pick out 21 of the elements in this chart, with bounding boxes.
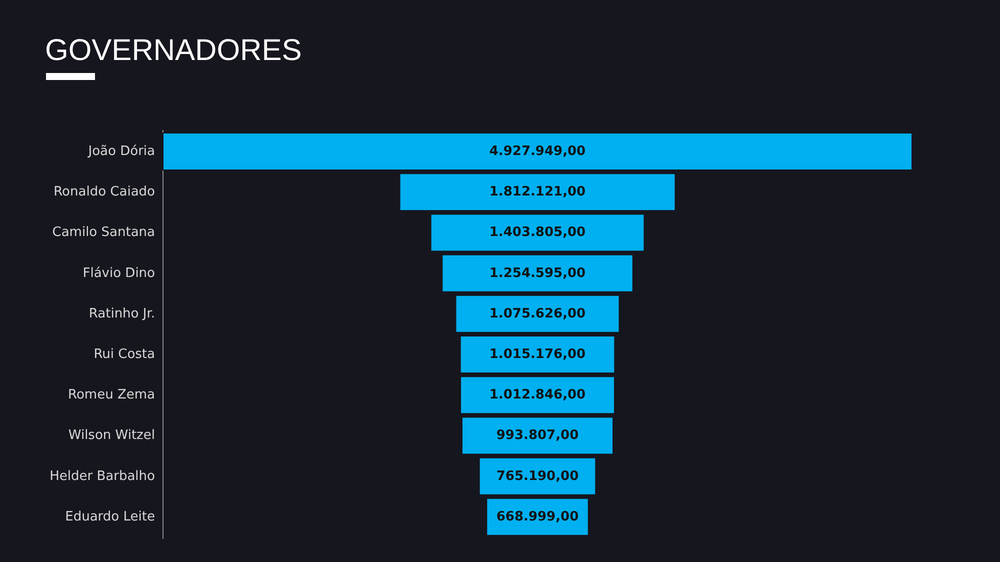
data-label: 1.012.846,00 — [489, 388, 586, 403]
category-label: João Dória — [87, 144, 155, 159]
data-label: 993.807,00 — [496, 428, 579, 444]
data-label: 765.190,00 — [496, 468, 579, 484]
text: GOVERNADORES — [45, 34, 302, 67]
category-label: Camilo Santana — [52, 225, 155, 240]
category-label: Flávio Dino — [82, 266, 156, 281]
category-label: Helder Barbalho — [50, 468, 156, 484]
category-label: Rui Costa — [94, 347, 155, 362]
category-label: Ronaldo Caiado — [54, 184, 156, 200]
category-label: Ratinho Jr. — [88, 306, 155, 322]
category-label: Eduardo Leite — [65, 509, 155, 524]
data-label: 4.927.949,00 — [489, 144, 586, 159]
data-label: 1.015.176,00 — [489, 347, 586, 362]
data-label: 1.075.626,00 — [489, 306, 586, 322]
data-label: 1.403.805,00 — [489, 225, 586, 240]
category-label: Wilson Witzel — [68, 428, 155, 444]
category-label: Romeu Zema — [68, 388, 155, 403]
data-label: 668.999,00 — [496, 509, 579, 524]
data-label: 1.254.595,00 — [489, 266, 586, 281]
data-label: 1.812.121,00 — [489, 184, 586, 200]
